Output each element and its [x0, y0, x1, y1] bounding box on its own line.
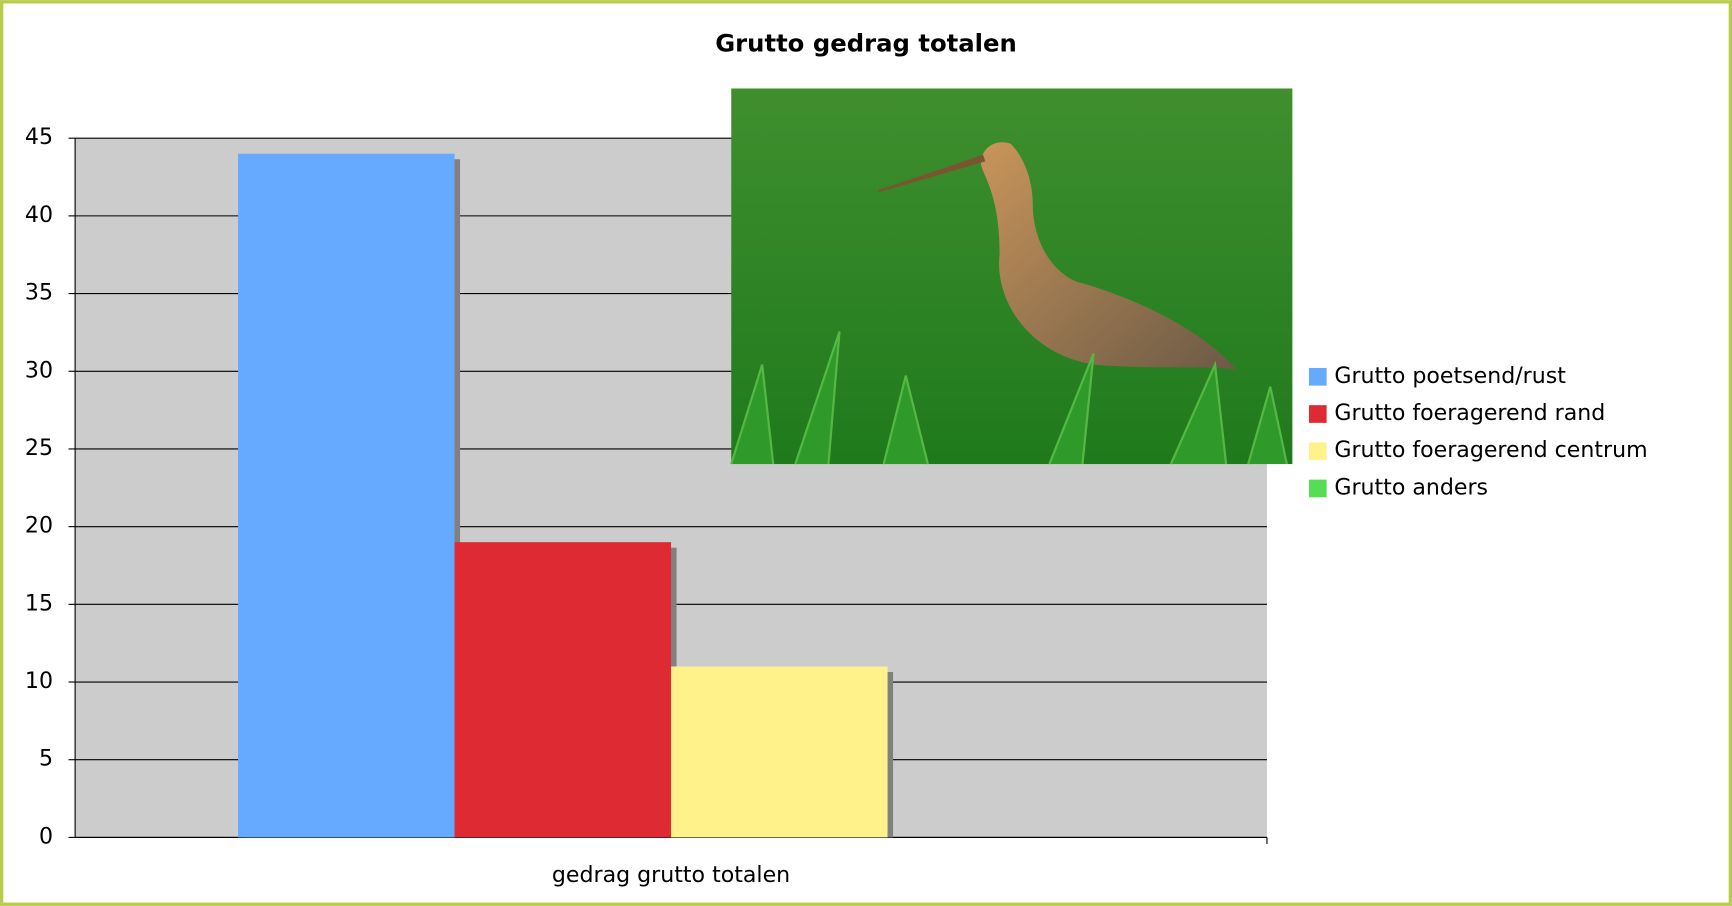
- y-tick-label: 25: [25, 435, 53, 461]
- legend-label: Grutto foeragerend centrum: [1334, 437, 1647, 463]
- y-tick-label: 5: [39, 746, 53, 772]
- legend-label: Grutto anders: [1334, 474, 1488, 500]
- chart-title: Grutto gedrag totalen: [715, 28, 1017, 57]
- bar: [671, 666, 888, 837]
- legend-label: Grutto poetsend/rust: [1334, 363, 1566, 389]
- legend-swatch: [1309, 442, 1327, 460]
- legend-swatch: [1309, 480, 1327, 498]
- y-tick-label: 45: [25, 124, 53, 150]
- legend-swatch: [1309, 368, 1327, 386]
- x-tick-label: gedrag grutto totalen: [552, 862, 790, 888]
- y-tick-label: 10: [25, 668, 53, 694]
- bird-photo: [731, 88, 1292, 464]
- y-tick-label: 20: [25, 513, 53, 539]
- legend-swatch: [1309, 405, 1327, 423]
- y-tick-label: 15: [25, 590, 53, 616]
- bar: [455, 542, 672, 837]
- legend-label: Grutto foeragerend rand: [1334, 400, 1605, 426]
- y-tick-label: 30: [25, 357, 53, 383]
- y-tick-label: 35: [25, 280, 53, 306]
- page: {"chart_data": { "type": "bar", "title":…: [0, 0, 1732, 906]
- bar: [238, 154, 455, 838]
- chart: Grutto gedrag totalen 0 5 10 15 20 25 30 35 40 45…: [0, 0, 1732, 906]
- y-tick-label: 0: [39, 823, 53, 849]
- y-tick-label: 40: [25, 202, 53, 228]
